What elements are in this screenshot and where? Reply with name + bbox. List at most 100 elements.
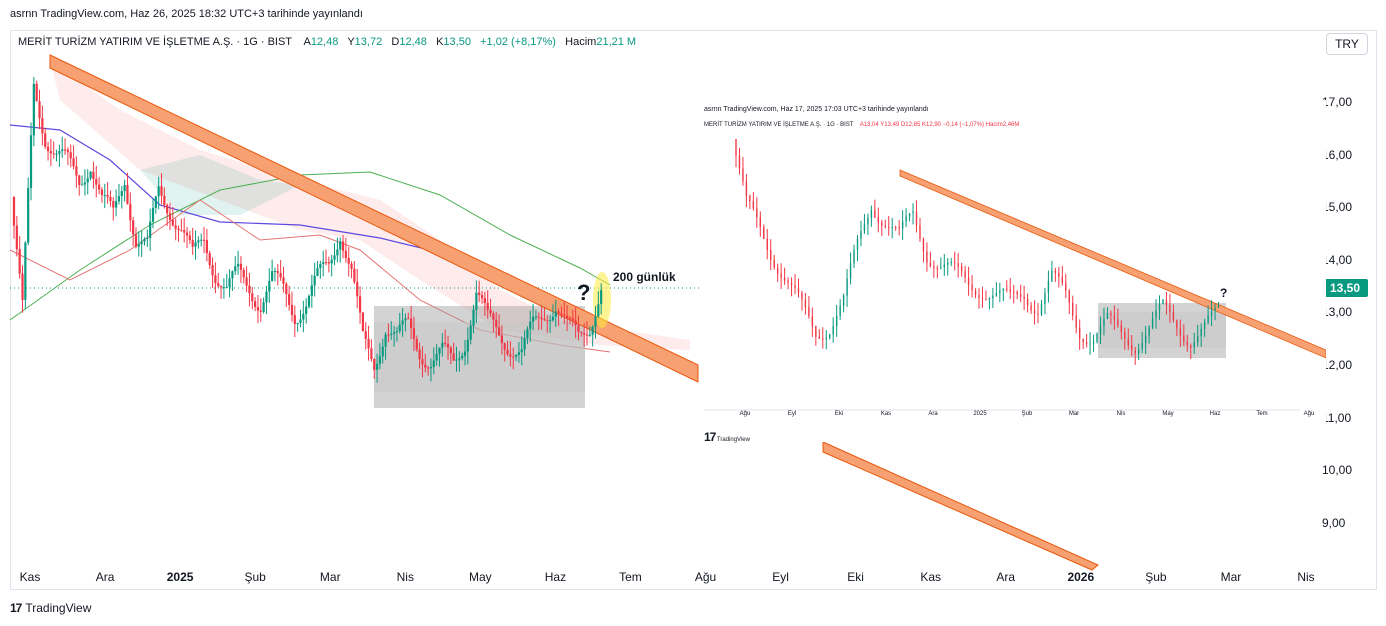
- time-tick-label: Ağu: [694, 570, 717, 584]
- main-candle: [438, 347, 441, 354]
- main-candle: [597, 304, 600, 317]
- inset-candle: [978, 294, 980, 298]
- main-candle: [78, 175, 81, 185]
- main-candle: [407, 318, 410, 320]
- inset-candle: [818, 336, 821, 339]
- inset-candle: [912, 211, 914, 214]
- inset-candle: [1016, 292, 1018, 295]
- main-candle: [236, 263, 240, 267]
- main-candle: [531, 316, 535, 322]
- main-candle: [492, 313, 495, 320]
- main-candle: [163, 195, 166, 206]
- main-candle: [254, 301, 257, 308]
- main-candle: [370, 348, 373, 360]
- main-candle: [563, 314, 566, 316]
- main-candle: [384, 334, 387, 347]
- main-candle: [12, 196, 16, 226]
- inset-candle: [1141, 342, 1143, 350]
- main-candle: [361, 312, 364, 332]
- time-tick-label: Kas: [19, 570, 41, 584]
- main-candle: [475, 292, 478, 310]
- main-candle: [185, 232, 189, 236]
- inset-candle: [940, 267, 942, 269]
- time-tick-label: Eyl: [772, 570, 789, 584]
- tradingview-footer[interactable]: 17 TradingView: [10, 601, 91, 615]
- main-candle: [106, 194, 109, 197]
- main-candle: [234, 266, 237, 272]
- price-axis[interactable]: 17,00 16,00 15,00 14,00 13,00 12,00 11,00 10,00…: [1300, 60, 1380, 570]
- inset-candle: [832, 325, 834, 335]
- inset-candle: [738, 155, 741, 169]
- main-candle: [140, 241, 143, 245]
- inset-candle: [915, 211, 918, 226]
- main-candle: [63, 149, 67, 151]
- inset-candle: [967, 277, 970, 285]
- inset-candle: [1026, 298, 1029, 306]
- inset-time-tick-label: Mar: [1068, 411, 1080, 417]
- chart-frame[interactable]: [10, 30, 1377, 590]
- main-candle: [154, 196, 157, 208]
- inset-candle: [954, 262, 956, 264]
- inset-candle: [1099, 325, 1102, 334]
- ichimoku-cloud-fill: [50, 60, 690, 350]
- inset-candle: [770, 249, 772, 260]
- inset-trendline: [899, 169, 1326, 359]
- main-candle: [330, 259, 333, 264]
- inset-candle: [853, 250, 855, 264]
- inset-candle: [1092, 341, 1095, 344]
- main-candle: [151, 207, 155, 222]
- inset-candle: [1058, 272, 1060, 277]
- main-candle: [316, 268, 319, 276]
- main-candle: [503, 343, 506, 350]
- main-candle: [401, 320, 404, 325]
- tradingview-logo-icon: 17: [10, 601, 22, 615]
- inset-box-inner: [1098, 312, 1226, 348]
- main-candle: [512, 356, 515, 358]
- main-candle: [580, 331, 583, 333]
- inset-legend: MERİT TURİZM YATIRIM VE İŞLETME A.Ş. · 1…: [704, 122, 1019, 128]
- inset-candle: [860, 231, 862, 239]
- symbol-legend: MERİT TURİZM YATIRIM VE İŞLETME A.Ş. · 1…: [18, 36, 636, 48]
- inset-candle: [971, 284, 973, 291]
- main-candle: [568, 317, 572, 319]
- inset-candle: [1075, 315, 1077, 328]
- main-candle: [367, 338, 370, 349]
- inset-legend-symbol: MERİT TURİZM YATIRIM VE İŞLETME A.Ş. · 1…: [704, 122, 854, 128]
- price-tick-label: 12,00: [1322, 358, 1353, 372]
- inset-candle: [1061, 276, 1064, 283]
- main-candle: [520, 349, 523, 353]
- legend-high: 13,72: [354, 36, 383, 48]
- main-candle: [549, 320, 552, 322]
- main-candle: [279, 273, 282, 278]
- inset-candle: [874, 210, 876, 218]
- main-candle: [248, 285, 251, 294]
- inset-candle: [877, 217, 880, 223]
- main-candle: [410, 318, 413, 329]
- time-tick-label: Şub: [244, 570, 266, 584]
- main-candle: [265, 291, 268, 303]
- main-candle: [506, 349, 509, 355]
- inset-candle: [1172, 312, 1175, 321]
- inset-candle: [1137, 349, 1140, 354]
- time-tick-label: Tem: [619, 570, 642, 584]
- inset-candle: [1169, 305, 1171, 313]
- inset-candle: [1186, 341, 1188, 346]
- main-candle: [92, 171, 95, 179]
- main-candle: [132, 220, 135, 235]
- currency-button[interactable]: TRY: [1326, 33, 1368, 55]
- main-candle: [100, 189, 104, 195]
- main-candle: [38, 101, 41, 119]
- main-candle: [177, 228, 180, 231]
- inset-candle: [888, 227, 890, 229]
- main-candle: [560, 313, 563, 315]
- inset-candle: [776, 267, 779, 274]
- main-candle: [103, 194, 106, 196]
- main-candle: [174, 225, 177, 229]
- main-candle: [15, 225, 18, 250]
- inset-candle: [749, 195, 751, 202]
- inset-candle: [1193, 342, 1195, 348]
- inset-candle: [1162, 299, 1164, 305]
- main-candle: [375, 363, 379, 370]
- legend-open-label: A: [303, 36, 311, 48]
